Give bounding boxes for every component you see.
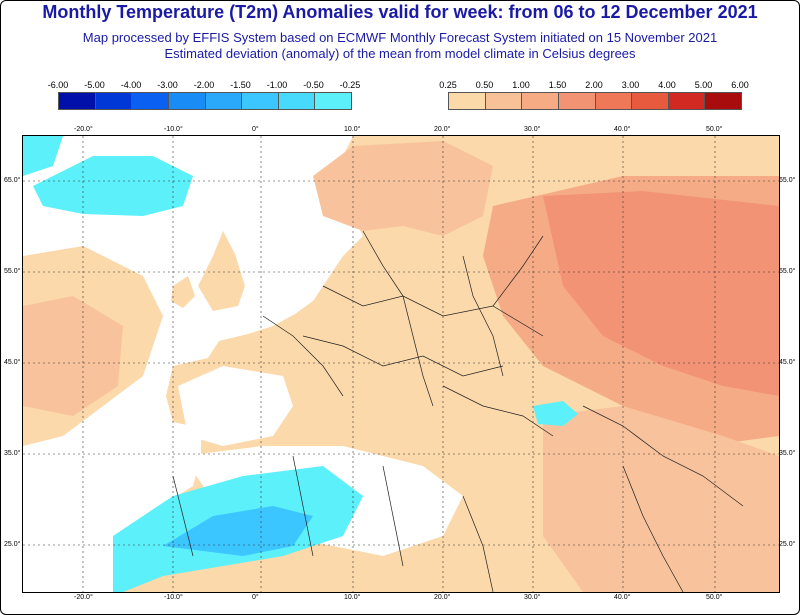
- longitude-label: 10.0°: [344, 594, 361, 601]
- longitude-label: 40.0°: [614, 594, 631, 601]
- latitude-label: 65.0°: [4, 177, 21, 184]
- graticule: [23, 136, 779, 592]
- ireland: [171, 276, 195, 308]
- longitude-label: 40.0°: [614, 126, 631, 133]
- positive-legend-label: 2.00: [585, 80, 603, 90]
- atlantic-warm-patch-2: [23, 296, 123, 416]
- longitude-label: -10.0°: [164, 594, 183, 601]
- negative-legend-swatch: [315, 93, 351, 109]
- latitude-label: 55.0°: [4, 268, 21, 275]
- map-subtitle-units: Estimated deviation (anomaly) of the mea…: [164, 46, 636, 61]
- longitude-label: 20.0°: [434, 126, 451, 133]
- map-subtitle-processing: Map processed by EFFIS System based on E…: [82, 30, 718, 45]
- positive-legend-label: 1.00: [512, 80, 530, 90]
- longitude-label: 30.0°: [524, 126, 541, 133]
- latitude-label: 55.0°: [779, 268, 796, 275]
- negative-legend-label: -0.50: [303, 80, 324, 90]
- negative-legend-swatch: [205, 93, 243, 109]
- negative-legend-label: -0.25: [339, 80, 361, 90]
- positive-legend-label: 3.00: [621, 80, 640, 90]
- greenland-cold-area: [23, 136, 63, 176]
- sahara-cold-core: [163, 506, 313, 556]
- negative-legend-label: -1.00: [266, 80, 288, 90]
- positive-legend-swatch: [595, 93, 633, 109]
- map-title: Monthly Temperature (T2m) Anomalies vali…: [42, 2, 758, 22]
- negative-legend-label: -2.00: [193, 80, 215, 90]
- negative-legend-label: -4.00: [120, 80, 142, 90]
- positive-legend-labels: 0.25 0.50 1.00 1.50 2.00 3.00 4.00 5.00 6.00: [439, 80, 749, 92]
- negative-legend-swatch: [242, 93, 279, 109]
- positive-legend-bar: [448, 92, 742, 110]
- scandinavia-warm: [313, 141, 493, 236]
- positive-legend-label: 6.00: [731, 80, 749, 90]
- negative-legend-swatch: [59, 93, 96, 109]
- latitude-label: 65.0°: [779, 177, 796, 184]
- negative-legend-label: -1.50: [230, 80, 251, 90]
- latitude-label: 35.0°: [779, 450, 796, 457]
- negative-legend-label: -6.00: [47, 80, 69, 90]
- negative-legend-bar: [58, 92, 352, 110]
- longitude-label: -20.0°: [74, 594, 93, 601]
- negative-legend-swatch: [95, 93, 133, 109]
- positive-legend-swatch: [668, 93, 706, 109]
- anomaly-map: [22, 135, 780, 593]
- latitude-label: 25.0°: [779, 541, 796, 548]
- longitude-label: 0°: [252, 594, 259, 601]
- positive-legend-label: 0.25: [439, 80, 457, 90]
- russia-anomaly-2: [543, 191, 779, 396]
- longitude-label: 50.0°: [706, 594, 723, 601]
- positive-legend-swatch: [449, 93, 486, 109]
- longitude-label: 30.0°: [524, 594, 541, 601]
- negative-legend-swatch: [278, 93, 316, 109]
- middle-east-anomaly: [543, 406, 779, 592]
- negative-legend-label: -3.00: [157, 80, 178, 90]
- iberia-neutral: [178, 366, 293, 446]
- british-isles: [198, 231, 245, 311]
- positive-legend-swatch: [705, 93, 741, 109]
- positive-legend-label: 5.00: [694, 80, 713, 90]
- country-borders: [172, 230, 744, 592]
- longitude-label: 20.0°: [434, 594, 451, 601]
- anomaly-map-svg: [23, 136, 779, 592]
- positive-legend-label: 4.00: [658, 80, 676, 90]
- turkey-cold-spot: [533, 401, 578, 426]
- longitude-label: 50.0°: [706, 126, 723, 133]
- positive-legend-label: 0.50: [475, 80, 494, 90]
- positive-legend-swatch: [522, 93, 559, 109]
- negative-legend-labels: -6.00 -5.00 -4.00 -3.00 -2.00 -1.50 -1.00 -0.50…: [48, 80, 361, 92]
- positive-legend-swatch: [558, 93, 596, 109]
- positive-legend-swatch: [632, 93, 669, 109]
- latitude-label: 45.0°: [4, 359, 21, 366]
- longitude-label: 0°: [252, 126, 259, 133]
- longitude-label: -10.0°: [164, 126, 183, 133]
- latitude-label: 45.0°: [779, 359, 796, 366]
- positive-legend-label: 1.50: [548, 80, 567, 90]
- negative-legend-label: -5.00: [84, 80, 105, 90]
- longitude-label: -20.0°: [74, 126, 93, 133]
- positive-legend-swatch: [485, 93, 523, 109]
- latitude-label: 35.0°: [4, 450, 21, 457]
- iceland-cold-area: [33, 156, 193, 216]
- latitude-label: 25.0°: [4, 541, 21, 548]
- negative-legend-swatch: [132, 93, 169, 109]
- negative-legend-swatch: [168, 93, 206, 109]
- longitude-label: 10.0°: [344, 126, 361, 133]
